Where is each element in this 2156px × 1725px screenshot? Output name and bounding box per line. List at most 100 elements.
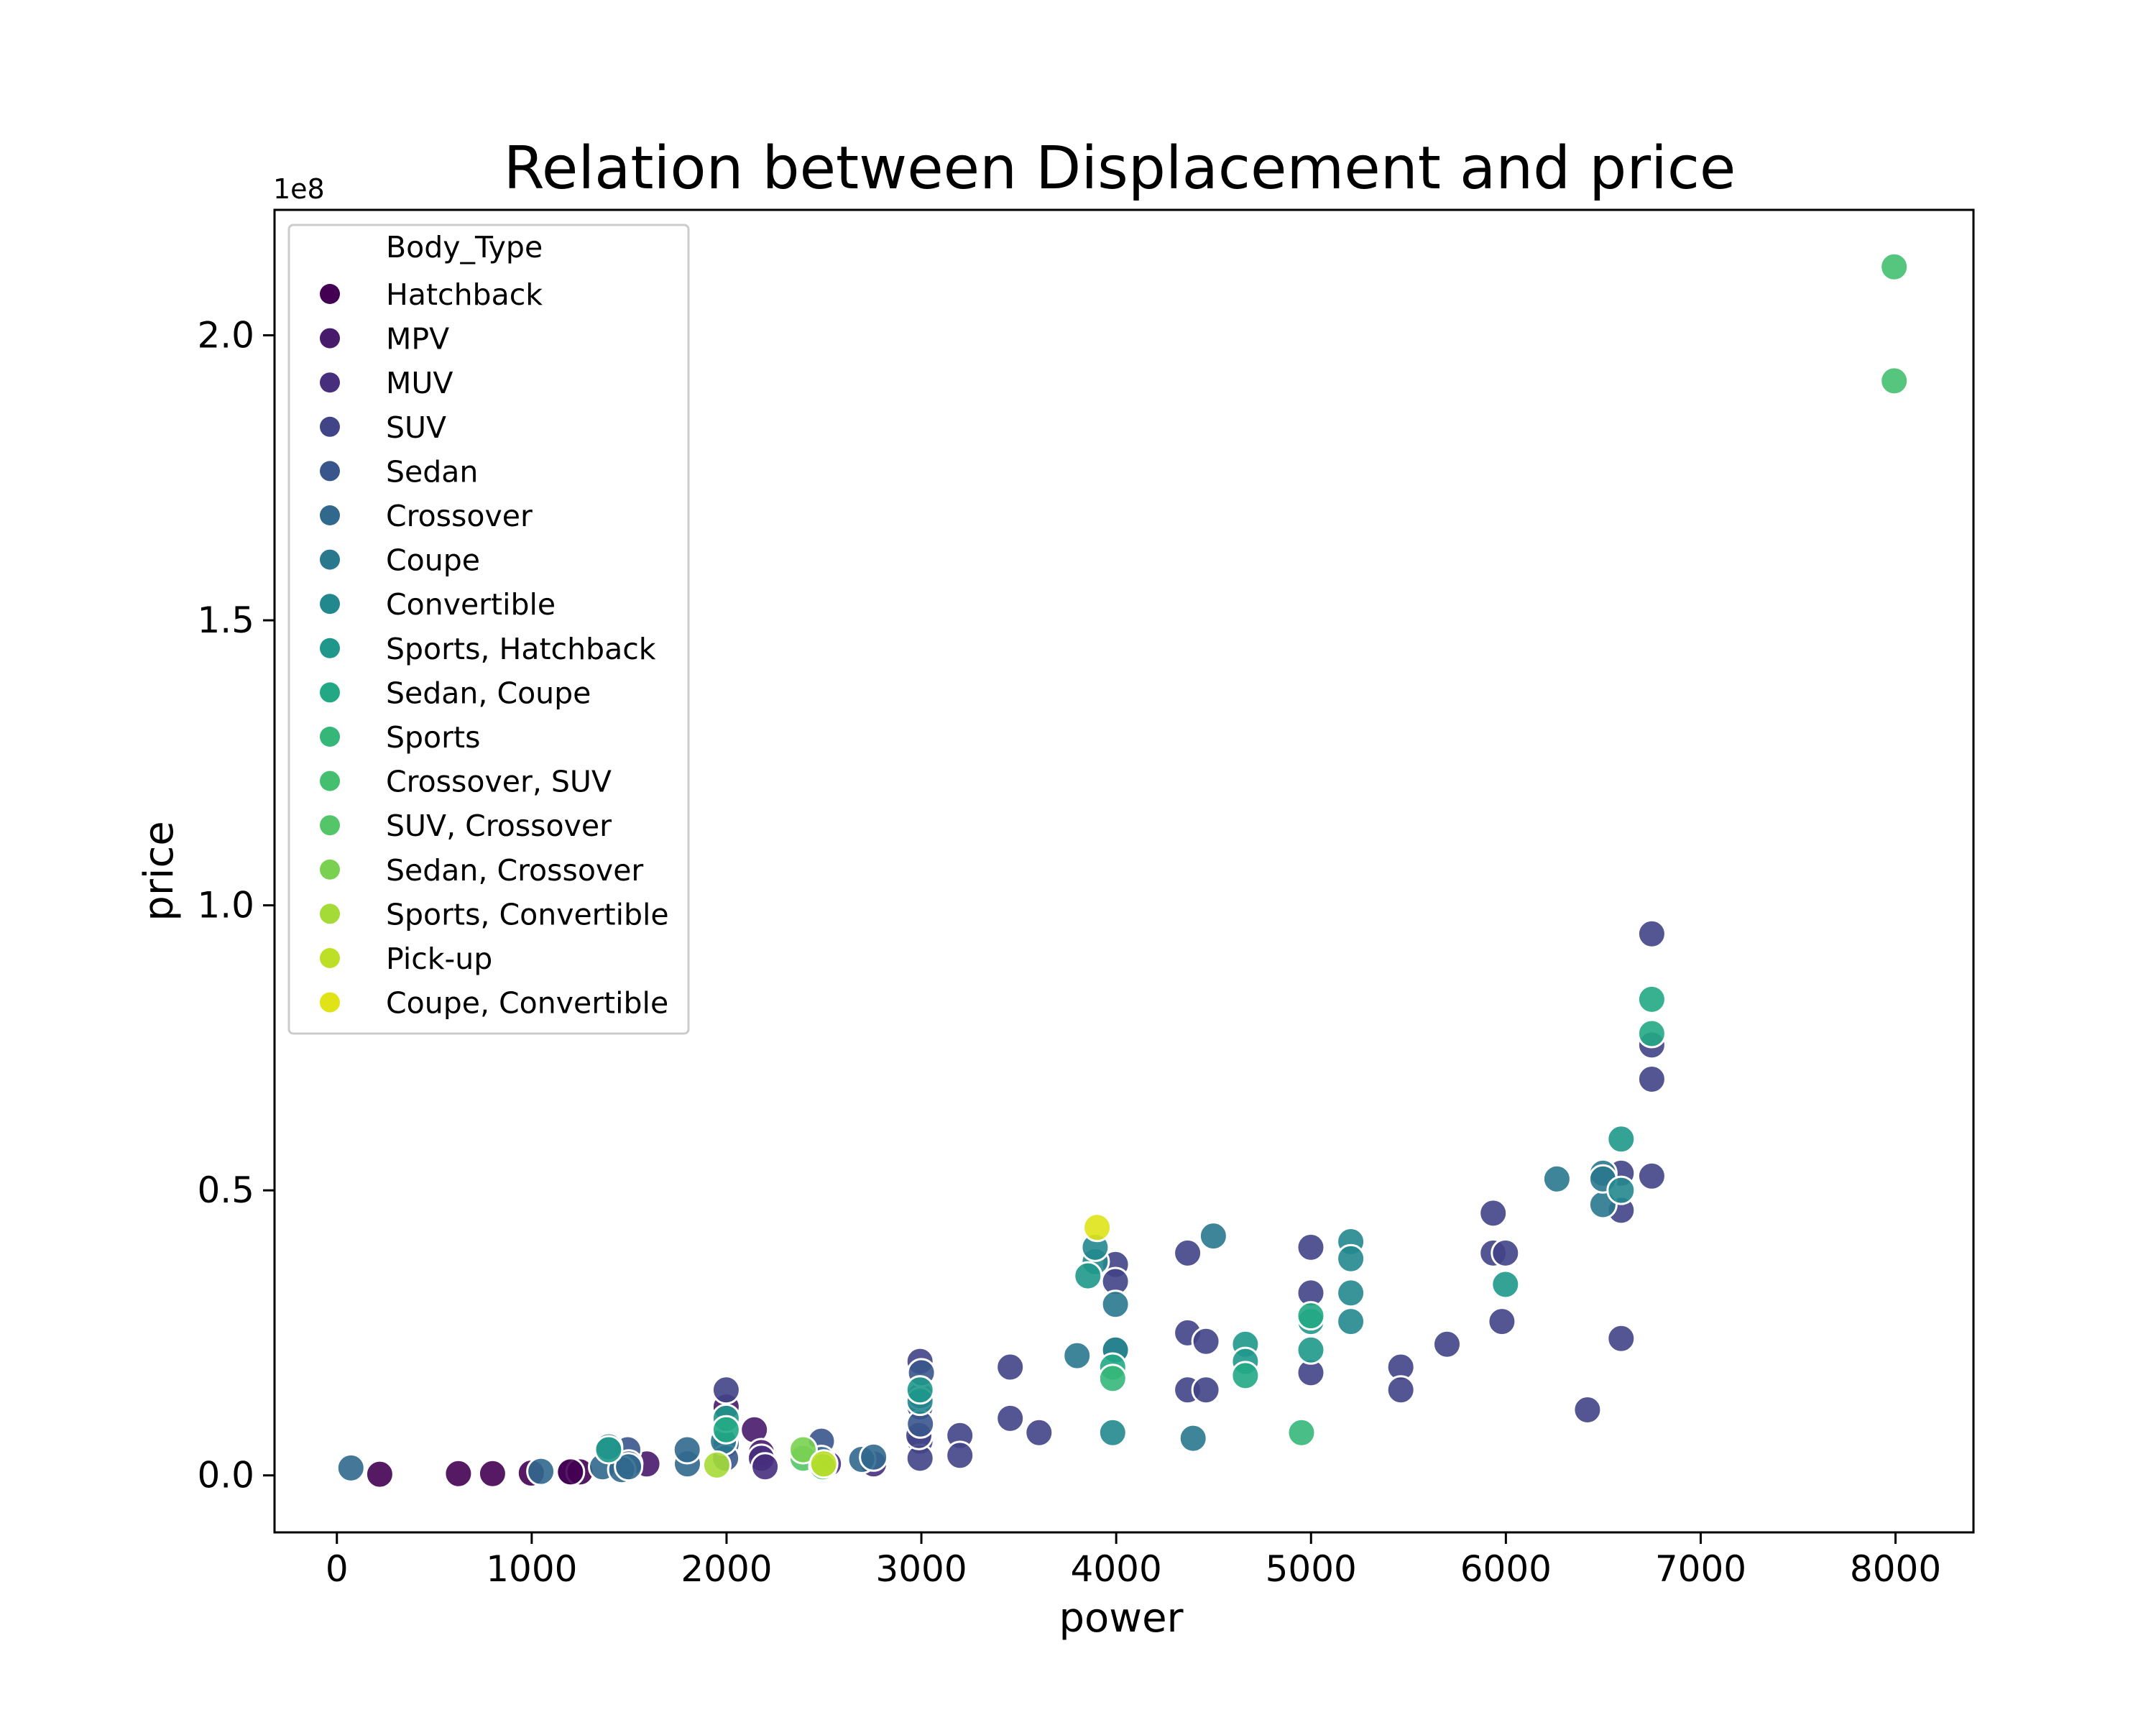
x-tick-label: 5000 xyxy=(1266,1548,1357,1590)
data-point xyxy=(556,1457,586,1487)
x-tick-label: 8000 xyxy=(1850,1548,1941,1590)
data-point xyxy=(526,1456,556,1486)
y-tick-label: 1.0 xyxy=(197,885,254,926)
legend-label: Sedan, Crossover xyxy=(386,853,643,888)
data-point xyxy=(336,1453,366,1483)
y-axis-label: price xyxy=(136,821,183,921)
legend-marker xyxy=(320,461,340,482)
data-point xyxy=(945,1440,975,1471)
legend-label: Sports xyxy=(386,720,480,755)
x-tick-label: 2000 xyxy=(681,1548,772,1590)
data-point xyxy=(995,1403,1026,1433)
legend-label: MUV xyxy=(386,366,453,400)
data-point xyxy=(443,1458,474,1489)
data-point xyxy=(1082,1213,1112,1243)
legend-label: Coupe, Convertible xyxy=(386,986,668,1021)
y-tick-label: 0.5 xyxy=(197,1169,254,1211)
data-point xyxy=(1073,1261,1103,1291)
data-point xyxy=(1606,1323,1636,1353)
data-point xyxy=(1230,1361,1261,1391)
data-point xyxy=(1636,1161,1667,1191)
legend-items: Hatchback MPV MUV SUV Sedan Crossover Coupe Con… xyxy=(320,277,669,1021)
data-point xyxy=(750,1452,780,1482)
legend-label: Crossover, SUV xyxy=(386,765,612,799)
data-point xyxy=(711,1375,741,1405)
legend-marker xyxy=(320,284,340,304)
legend-label: Coupe xyxy=(386,543,480,578)
data-point xyxy=(1432,1329,1462,1359)
data-point xyxy=(1198,1221,1228,1251)
data-point xyxy=(1296,1232,1326,1262)
legend-title: Body_Type xyxy=(386,230,543,264)
legend-marker xyxy=(320,992,340,1013)
data-point xyxy=(1336,1243,1366,1274)
legend: Body_Type Hatchback MPV MUV SUV Sedan Crossov… xyxy=(287,224,690,1035)
legend-marker xyxy=(320,594,340,615)
data-point xyxy=(1636,984,1667,1014)
legend-label: Sports, Convertible xyxy=(386,897,669,932)
data-point xyxy=(1478,1198,1508,1228)
data-point xyxy=(701,1450,732,1480)
legend-marker xyxy=(320,815,340,836)
data-point xyxy=(995,1352,1026,1382)
legend-label: Sedan, Coupe xyxy=(386,676,591,710)
x-axis-label: power xyxy=(1059,1595,1184,1642)
data-point xyxy=(1487,1307,1517,1337)
legend-label: Convertible xyxy=(386,587,556,622)
legend-label: SUV, Crossover xyxy=(386,809,612,843)
legend-marker xyxy=(320,903,340,924)
data-point xyxy=(614,1452,644,1482)
x-tick-label: 4000 xyxy=(1071,1548,1162,1590)
legend-label: Hatchback xyxy=(386,277,543,312)
x-tick-label: 0 xyxy=(326,1548,349,1590)
legend-label: Crossover xyxy=(386,499,533,533)
legend-label: MPV xyxy=(386,322,449,356)
data-point xyxy=(364,1459,395,1489)
y-tick-label: 2.0 xyxy=(197,314,254,356)
data-point xyxy=(1542,1164,1572,1194)
y-axis-multiplier: 1e8 xyxy=(273,173,325,205)
y-tick-label: 0.0 xyxy=(197,1455,254,1496)
legend-label: Pick-up xyxy=(386,942,492,976)
data-point xyxy=(1336,1307,1366,1337)
legend-label: Sports, Hatchback xyxy=(386,632,656,666)
legend-label: Sedan xyxy=(386,454,478,489)
data-point xyxy=(859,1442,889,1472)
data-point xyxy=(1572,1395,1603,1425)
legend-box xyxy=(287,224,690,1035)
data-point xyxy=(1879,252,1909,282)
data-point xyxy=(672,1435,702,1465)
legend-marker xyxy=(320,948,340,968)
data-point xyxy=(1191,1375,1221,1405)
data-point xyxy=(1491,1269,1521,1300)
legend-marker xyxy=(320,859,340,880)
data-point xyxy=(1191,1326,1221,1356)
legend-marker xyxy=(320,505,340,525)
data-point xyxy=(477,1458,507,1489)
y-tick-label: 1.5 xyxy=(197,599,254,641)
legend-marker xyxy=(320,638,340,658)
legend-marker xyxy=(320,416,340,437)
data-point xyxy=(1386,1375,1416,1405)
data-point xyxy=(1491,1238,1521,1268)
chart-title: Relation between Displacement and price xyxy=(504,134,1736,203)
data-point xyxy=(1879,366,1909,396)
x-axis-ticks: 0 1000 2000 3000 4000 5000 6000 7000 8000 xyxy=(326,1532,1941,1590)
legend-marker xyxy=(320,549,340,570)
legend-marker xyxy=(320,328,340,349)
legend-marker xyxy=(320,770,340,791)
data-point xyxy=(1636,919,1667,949)
data-point xyxy=(788,1435,818,1465)
data-point xyxy=(1024,1417,1054,1448)
data-point xyxy=(1097,1363,1128,1394)
data-point xyxy=(1636,1064,1667,1094)
data-point xyxy=(1336,1278,1366,1308)
data-point xyxy=(1173,1238,1203,1268)
legend-marker xyxy=(320,372,340,393)
x-tick-label: 3000 xyxy=(875,1548,967,1590)
x-tick-label: 6000 xyxy=(1460,1548,1552,1590)
data-point xyxy=(1062,1340,1092,1371)
data-point xyxy=(711,1414,741,1445)
